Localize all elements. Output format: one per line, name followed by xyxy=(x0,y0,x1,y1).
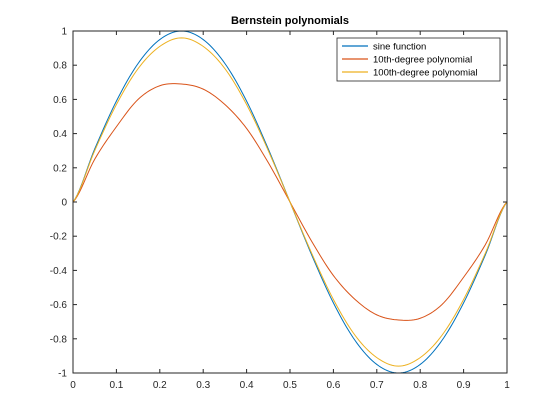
x-tick-label: 0.7 xyxy=(370,380,384,391)
chart-title: Bernstein polynomials xyxy=(231,15,349,27)
y-tick-label: 0.2 xyxy=(53,163,67,174)
y-tick-label: -1 xyxy=(58,369,67,380)
x-tick-label: 0.1 xyxy=(109,380,123,391)
x-tick-label: 0.8 xyxy=(413,380,427,391)
legend-label-sine: sine function xyxy=(373,42,426,53)
y-tick-label: 0 xyxy=(61,198,67,209)
y-tick-label: -0.8 xyxy=(50,334,68,345)
x-tick-label: 0 xyxy=(70,380,76,391)
y-tick-label: -0.2 xyxy=(50,232,68,243)
y-tick-label: -0.4 xyxy=(50,266,68,277)
x-tick-label: 0.6 xyxy=(326,380,340,391)
series-line-2 xyxy=(72,37,508,367)
y-tick-label: 0.8 xyxy=(53,61,67,72)
x-tick-label: 0.4 xyxy=(240,380,254,391)
y-tick-label: -0.6 xyxy=(50,300,68,311)
legend: sine function 10th-degree polynomial 100… xyxy=(336,37,501,82)
x-tick-label: 1 xyxy=(504,380,510,391)
y-tick-label: 1 xyxy=(61,27,67,38)
y-tick-label: 0.6 xyxy=(53,95,67,106)
legend-label-100th: 100th-degree polynomial xyxy=(373,68,478,79)
x-tick-label: 0.3 xyxy=(196,380,210,391)
x-tick-label: 0.2 xyxy=(153,380,167,391)
series-layer xyxy=(72,30,508,374)
y-tick-label: 0.4 xyxy=(53,129,67,140)
tick-layer: 0 0.1 0.2 0.3 0.4 0.5 0.6 0.7 0.8 0.9 1 1 0.8 0.6 0.4 0… xyxy=(50,27,510,392)
x-tick-label: 0.5 xyxy=(283,380,297,391)
legend-label-10th: 10th-degree polynomial xyxy=(373,55,472,66)
x-tick-label: 0.9 xyxy=(457,380,471,391)
